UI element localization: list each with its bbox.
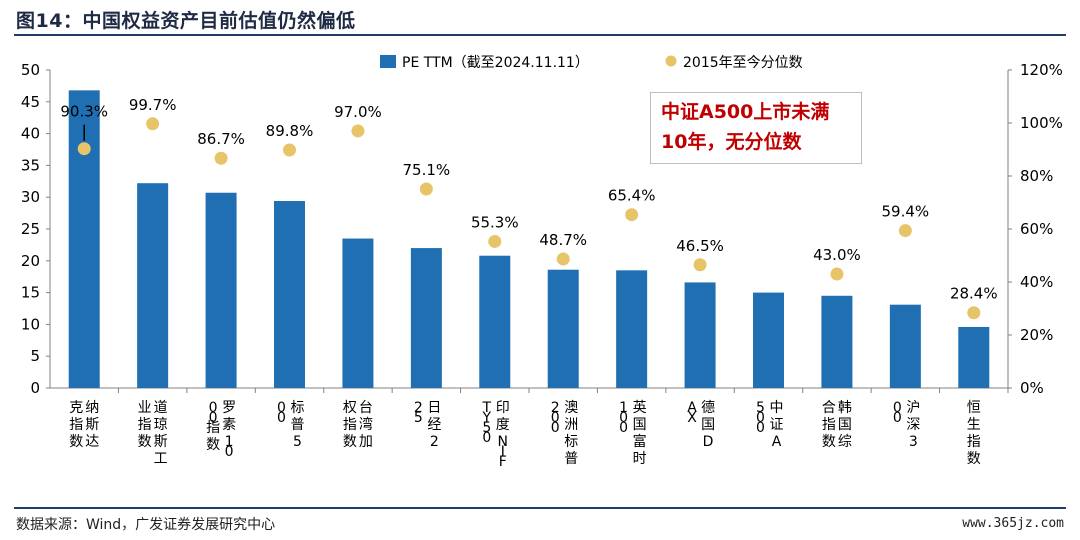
percentile-label: 55.3% bbox=[471, 213, 519, 231]
category-label: 韩国综合指数 bbox=[822, 400, 852, 450]
category-label: 德国 DA X bbox=[687, 400, 715, 450]
percentile-label: 28.4% bbox=[950, 285, 998, 303]
percentile-label: 59.4% bbox=[882, 203, 930, 221]
percentile-dot bbox=[488, 234, 502, 248]
left-tick-label: 45 bbox=[21, 93, 40, 111]
right-tick-label: 60% bbox=[1020, 220, 1053, 238]
category-label: 罗素 1 00 0 指数 bbox=[206, 400, 236, 460]
left-tick-label: 20 bbox=[21, 252, 40, 270]
bar bbox=[274, 201, 305, 388]
percentile-dot bbox=[351, 124, 365, 138]
title-divider bbox=[14, 34, 1066, 36]
category-label: 台湾加权指数 bbox=[343, 400, 373, 450]
bar bbox=[137, 183, 169, 388]
percentile-label: 43.0% bbox=[813, 246, 861, 264]
source-note: 数据来源：Wind，广发证券发展研究中心 bbox=[16, 517, 276, 533]
right-tick-label: 0% bbox=[1020, 379, 1044, 397]
percentile-label: 46.5% bbox=[676, 237, 724, 255]
bar bbox=[205, 192, 237, 388]
category-label: 道琼斯工业指数 bbox=[138, 400, 168, 467]
category-label: 日经 22 5 bbox=[414, 400, 441, 450]
percentile-dot bbox=[967, 306, 981, 320]
percentile-dot bbox=[214, 151, 228, 165]
percentile-label: 90.3% bbox=[60, 103, 108, 121]
percentile-dot bbox=[830, 267, 844, 281]
left-tick-label: 5 bbox=[30, 347, 40, 365]
percentile-dot bbox=[693, 258, 707, 272]
percentile-label: 65.4% bbox=[608, 187, 656, 205]
annotation-line-1: 中证A500上市未满 bbox=[661, 101, 830, 123]
legend-bar-swatch bbox=[380, 55, 396, 68]
percentile-dot bbox=[898, 224, 912, 238]
bar bbox=[342, 238, 374, 388]
right-tick-label: 100% bbox=[1020, 114, 1063, 132]
left-tick-label: 15 bbox=[21, 284, 40, 302]
category-label: 澳洲标普2 0 0 bbox=[551, 400, 578, 467]
percentile-dot bbox=[419, 182, 433, 196]
left-tick-label: 0 bbox=[30, 379, 40, 397]
category-label: 英国富时1 0 0 bbox=[619, 399, 646, 467]
watermark: www.365jz.com bbox=[962, 516, 1064, 531]
chart-canvas: 0 5 10 15 20 25 30 35 40 45 50 0% 20% 40% 60% 80% 100% 12… bbox=[21, 55, 1063, 470]
percentile-dot bbox=[625, 208, 639, 222]
left-tick-label: 40 bbox=[21, 125, 40, 143]
percentile-dot bbox=[556, 252, 570, 266]
percentile-label: 48.7% bbox=[539, 231, 587, 249]
percentile-label: 99.7% bbox=[129, 96, 177, 114]
bar bbox=[958, 326, 990, 388]
annotation-box: 中证A500上市未满 10年，无分位数 bbox=[650, 92, 862, 164]
bar bbox=[889, 304, 921, 388]
annotation-line-2: 10年，无分位数 bbox=[661, 131, 802, 153]
percentile-label: 86.7% bbox=[197, 130, 245, 148]
right-tick-label: 120% bbox=[1020, 61, 1063, 79]
percentile-dot bbox=[146, 117, 160, 131]
left-tick-label: 10 bbox=[21, 315, 40, 333]
legend-bar-label: PE TTM（截至2024.11.11） bbox=[402, 55, 589, 71]
percentile-label: 75.1% bbox=[403, 161, 451, 179]
right-tick-label: 20% bbox=[1020, 326, 1053, 344]
bar bbox=[616, 270, 648, 388]
left-tick-label: 50 bbox=[21, 61, 40, 79]
footer-divider bbox=[14, 507, 1066, 509]
percentile-dot bbox=[283, 143, 296, 157]
chart-title: 图14：中国权益资产目前估值仍然偏低 bbox=[16, 10, 356, 32]
right-tick-label: 80% bbox=[1020, 167, 1053, 185]
percentile-dot bbox=[77, 142, 91, 156]
category-label: 标普 50 0 bbox=[277, 400, 304, 450]
left-tick-label: 30 bbox=[21, 188, 40, 206]
left-tick-label: 25 bbox=[21, 220, 40, 238]
bar bbox=[547, 269, 579, 388]
right-tick-label: 40% bbox=[1020, 273, 1053, 291]
bar bbox=[410, 248, 442, 388]
bar bbox=[479, 255, 511, 388]
category-label: 沪深 30 0 bbox=[893, 400, 920, 450]
category-label: 恒生指数 bbox=[967, 400, 981, 467]
bar bbox=[821, 295, 853, 388]
category-label: 纳斯达克指数 bbox=[69, 400, 99, 450]
bar bbox=[753, 292, 784, 388]
legend-dot-swatch bbox=[665, 55, 677, 67]
bar bbox=[684, 282, 716, 388]
percentile-label: 89.8% bbox=[266, 122, 314, 140]
category-label: 印度 N I FT Y 5 0 bbox=[482, 400, 510, 470]
percentile-label: 97.0% bbox=[334, 103, 382, 121]
category-label: 中证 A5 0 0 bbox=[756, 400, 783, 450]
left-tick-label: 35 bbox=[21, 156, 40, 174]
legend-dot-label: 2015年至今分位数 bbox=[683, 55, 803, 71]
